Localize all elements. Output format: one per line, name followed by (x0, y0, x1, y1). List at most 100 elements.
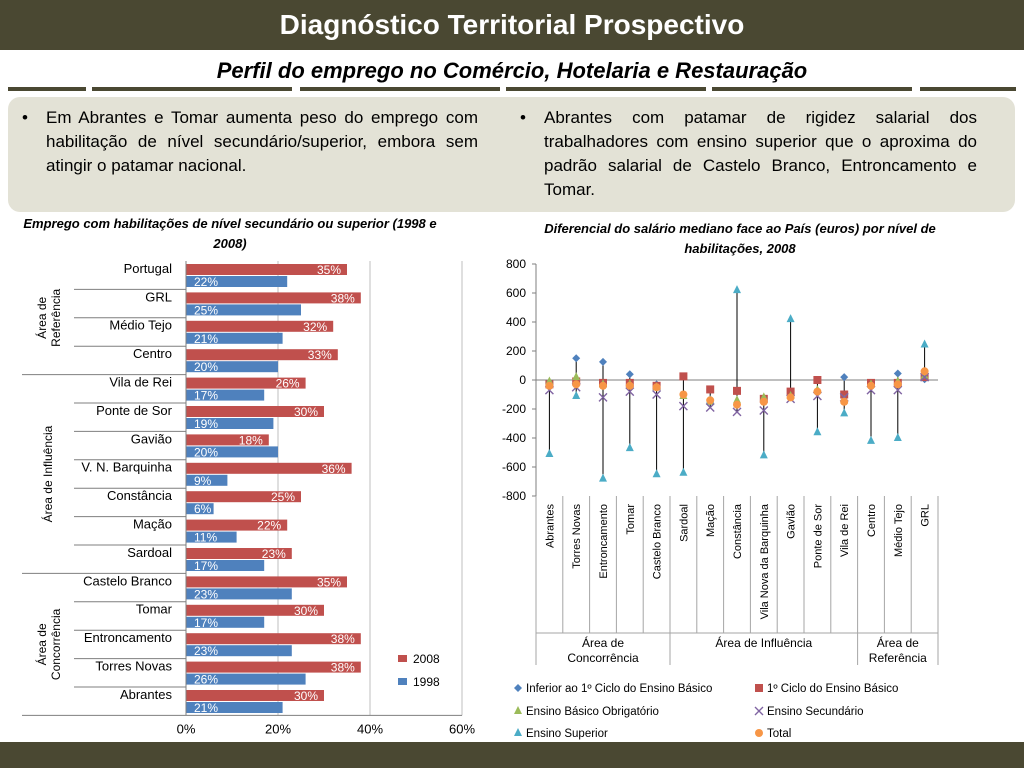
category-label: Constância (107, 488, 173, 503)
marker-inferior-ao-1-ciclo-do-ensino-b-sico (625, 370, 634, 379)
marker-total (599, 381, 607, 390)
group-label: Área de (34, 296, 49, 338)
bar-2008 (186, 519, 288, 531)
category-label: GRL (145, 289, 172, 304)
bar-2008 (186, 633, 361, 645)
category-label: Portugal (124, 261, 173, 276)
data-label-2008: 18% (239, 433, 263, 447)
marker-total (920, 367, 929, 376)
marker-ensino-superior (572, 390, 581, 399)
bar-2008 (186, 406, 324, 417)
category-label: Torres Novas (571, 504, 583, 569)
data-label-1998: 23% (194, 587, 218, 601)
marker-ensino-secund-rio (598, 392, 608, 402)
legend-marker (755, 729, 763, 737)
marker-inferior-ao-1-ciclo-do-ensino-b-sico (599, 357, 607, 366)
bar-1998 (186, 616, 265, 628)
bullet-marker: • (520, 108, 526, 127)
data-label-2008: 36% (322, 462, 346, 476)
y-tick-label: -400 (502, 431, 526, 445)
divider-rules (0, 87, 1024, 93)
marker-ensino-superior (920, 339, 929, 348)
marker-total (733, 400, 741, 409)
marker-ensino-secund-rio (759, 405, 769, 415)
legend-marker (754, 706, 764, 716)
bar-1998 (186, 446, 278, 458)
scatter-chart: 800 600 400 200 0 -200 -400 -600 -800 Abrantes Tor… (502, 257, 939, 740)
legend-marker (755, 684, 763, 692)
legend-marker (514, 706, 522, 714)
marker-total (759, 397, 768, 406)
bar-2008 (186, 576, 347, 588)
data-label-2008: 30% (294, 405, 318, 419)
legend-marker (514, 728, 522, 736)
legend-label-2008: 2008 (413, 652, 440, 666)
marker-ensino-superior (840, 408, 849, 417)
category-label: GRL (920, 504, 932, 527)
category-label: Ponte de Sor (812, 504, 824, 569)
x-tick-label: 40% (357, 721, 383, 736)
category-label: Vila Nova da Barquinha (759, 503, 771, 619)
data-label-2008: 25% (271, 490, 295, 504)
marker-1-ciclo-do-ensino-b-sico (840, 390, 849, 399)
legend-label: Inferior ao 1º Ciclo do Ensino Básico (526, 683, 712, 695)
bar-1998 (186, 645, 292, 657)
marker-ensino-superior (652, 469, 661, 478)
data-label-2008: 26% (276, 377, 300, 391)
marker-ensino-superior (867, 435, 875, 444)
bar-2008 (186, 604, 324, 616)
bar-1998 (186, 304, 301, 316)
marker-total (706, 396, 715, 405)
bar-1998 (186, 531, 237, 543)
category-label: Gavião (786, 504, 798, 539)
marker-1-ciclo-do-ensino-b-sico (733, 386, 741, 395)
legend-label: 1º Ciclo do Ensino Básico (767, 683, 898, 695)
x-tick-label: 0% (177, 721, 196, 736)
marker-total (867, 381, 875, 390)
bar-1998 (186, 332, 283, 344)
marker-ensino-superior (679, 467, 688, 476)
data-label-1998: 11% (194, 531, 217, 545)
group-label: Área de (582, 635, 624, 650)
bar-2008 (186, 349, 338, 361)
bullet-marker: • (22, 108, 28, 127)
marker-ensino-secund-rio (652, 390, 662, 399)
legend-swatch-2008 (398, 655, 407, 662)
group-label: Área de Influência (40, 425, 55, 522)
data-label-1998: 17% (194, 616, 218, 630)
marker-ensino-superior (786, 314, 795, 323)
marker-total (652, 383, 661, 392)
page-subtitle: Perfil do emprego no Comércio, Hotelaria… (216, 58, 808, 83)
marker-ensino-superior (545, 448, 554, 457)
marker-total (813, 387, 822, 396)
bullet-left-text: Em Abrantes e Tomar aumenta peso do empr… (46, 108, 478, 175)
marker-inferior-ao-1-ciclo-do-ensino-b-sico (840, 373, 849, 382)
bar-2008 (186, 462, 352, 474)
marker-total (679, 390, 688, 399)
marker-ensino-superior (893, 433, 902, 441)
data-label-2008: 22% (257, 519, 281, 533)
category-label: Ponte de Sor (96, 403, 173, 418)
marker-1-ciclo-do-ensino-b-sico (679, 372, 688, 381)
data-label-1998: 23% (194, 644, 218, 658)
marker-inferior-ao-1-ciclo-do-ensino-b-sico (893, 369, 902, 378)
marker-inferior-ao-1-ciclo-do-ensino-b-sico (572, 354, 581, 363)
bar-2008 (186, 690, 324, 701)
legend-marker (514, 684, 522, 692)
marker-ensino-secund-rio (893, 385, 903, 395)
category-label: Torres Novas (95, 659, 172, 674)
bar-2008 (186, 661, 361, 673)
group-label: Referência (869, 651, 927, 665)
category-label: Castelo Branco (652, 504, 664, 579)
marker-ensino-superior (599, 473, 607, 482)
group-label: Concorrência (567, 651, 639, 665)
data-label-2008: 33% (308, 348, 332, 362)
bottom-bar (0, 742, 1024, 768)
marker-total (786, 393, 795, 402)
data-label-1998: 17% (194, 559, 218, 573)
category-label: Gavião (131, 431, 172, 446)
marker-1-ciclo-do-ensino-b-sico (813, 376, 822, 384)
category-label: Castelo Branco (83, 573, 172, 588)
marker-total (840, 397, 849, 406)
data-label-1998: 21% (194, 332, 218, 346)
